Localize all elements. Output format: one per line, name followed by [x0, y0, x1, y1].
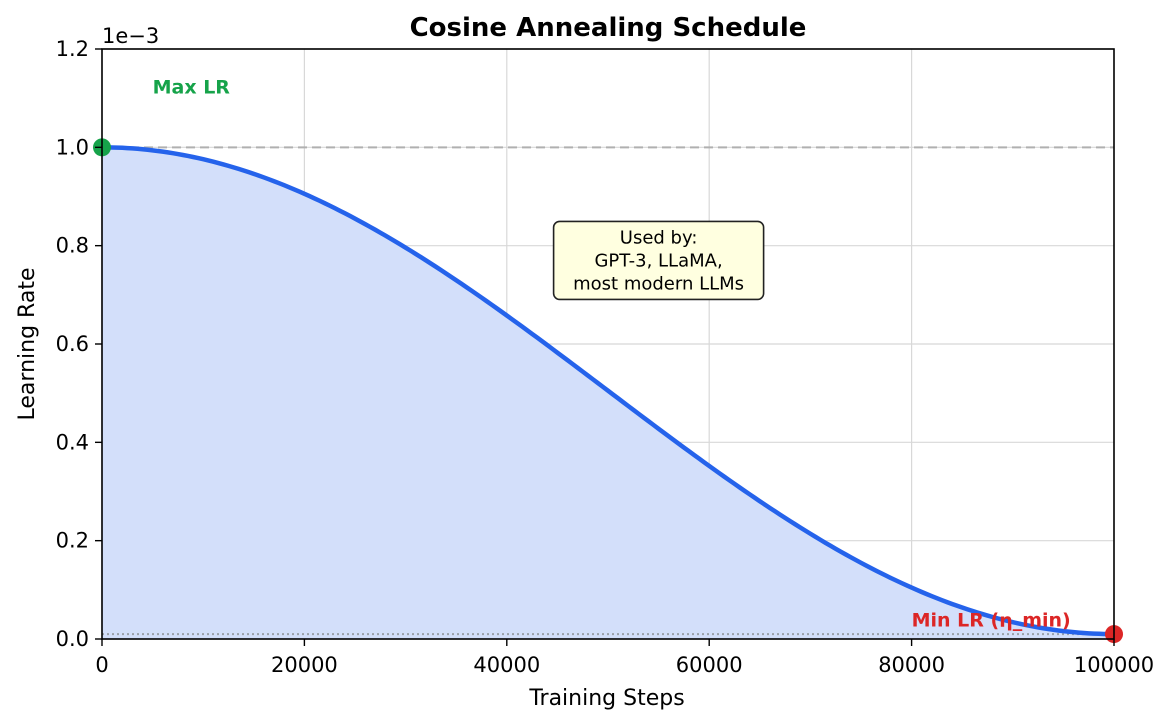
y-tick-label: 1.2: [56, 37, 89, 61]
y-tick-label: 0.8: [56, 234, 89, 258]
max-lr-annotation: Max LR: [153, 76, 231, 98]
note-box-line: most modern LLMs: [573, 273, 744, 294]
y-tick-label: 0.0: [56, 627, 89, 651]
y-tick-label: 1.0: [56, 135, 89, 159]
x-tick-label: 40000: [473, 653, 540, 677]
y-tick-label: 0.4: [56, 430, 89, 454]
x-tick-label: 0: [95, 653, 108, 677]
x-axis-label: Training Steps: [528, 686, 684, 711]
y-axis-offset-label: 1e−3: [102, 24, 159, 48]
y-tick-label: 0.2: [56, 529, 89, 553]
y-tick-label: 0.6: [56, 332, 89, 356]
y-axis-label: Learning Rate: [15, 268, 40, 421]
note-box-line: GPT-3, LLaMA,: [594, 250, 722, 271]
note-box-line: Used by:: [620, 227, 698, 248]
x-tick-label: 100000: [1074, 653, 1154, 677]
chart-title: Cosine Annealing Schedule: [410, 13, 807, 43]
x-tick-label: 20000: [271, 653, 338, 677]
learning-rate-curve: [101, 145, 1115, 637]
min-lr-annotation: Min LR (η_min): [912, 610, 1071, 632]
note-box: [552, 220, 765, 301]
axes: 0 20000 40000 60000 80000 100000 0.0 0.2 0.4 0.6 0…: [56, 37, 1154, 677]
x-tick-label: 60000: [676, 653, 743, 677]
x-tick-label: 80000: [878, 653, 945, 677]
